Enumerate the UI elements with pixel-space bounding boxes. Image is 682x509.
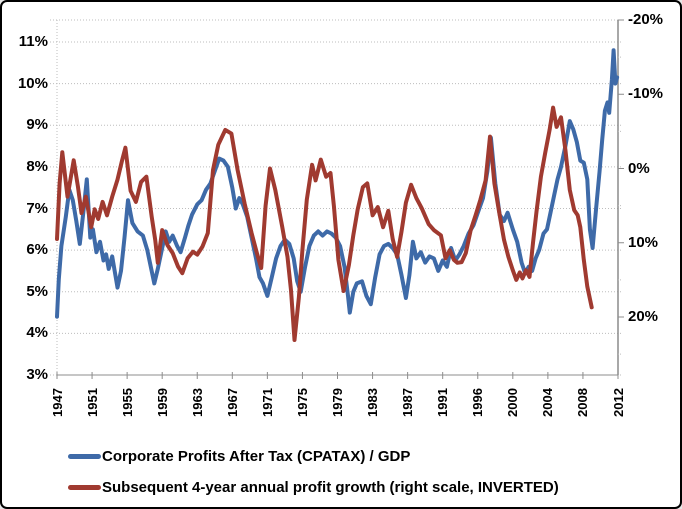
legend-item-cpatax: Corporate Profits After Tax (CPATAX) / G… <box>68 443 559 469</box>
x-axis-label-2004: 2004 <box>540 388 556 417</box>
right-axis-label--20%: -20% <box>628 11 664 28</box>
x-axis-label-1979: 1979 <box>330 388 346 417</box>
legend-label-growth: Subsequent 4-year annual profit growth (… <box>102 478 559 496</box>
x-axis-tick-label: 1951 <box>84 383 100 423</box>
x-axis-tick-label: 2008 <box>575 383 591 423</box>
right-axis-label-10%: 10% <box>628 233 659 251</box>
x-axis-label-1971: 1971 <box>259 388 275 417</box>
growth-line-swatch <box>68 484 101 490</box>
x-axis-tick-label: 1996 <box>470 383 486 423</box>
x-axis-tick-label: 2004 <box>540 383 556 423</box>
x-axis-tick-label: 1947 <box>49 383 65 423</box>
x-axis-tick-label: 1967 <box>224 383 240 423</box>
right-axis-label-20%: 20% <box>628 308 659 325</box>
legend-item-growth: Subsequent 4-year annual profit growth (… <box>68 474 559 500</box>
x-axis-tick-label: 2012 <box>610 383 626 423</box>
left-axis-label-5%: 5% <box>26 282 48 300</box>
x-axis-tick-label: 1975 <box>294 383 310 423</box>
x-axis-tick-label: 1955 <box>119 383 135 423</box>
x-axis-label-1975: 1975 <box>294 388 310 417</box>
x-axis-label-1967: 1967 <box>224 388 240 417</box>
left-axis-label-6%: 6% <box>26 241 48 259</box>
cpatax-line-swatch <box>68 453 101 459</box>
x-axis-tick-label: 2000 <box>505 383 521 423</box>
x-axis-label-1991: 1991 <box>435 388 451 417</box>
x-axis-label-1947: 1947 <box>49 388 65 417</box>
x-axis-tick-label: 1991 <box>435 383 451 423</box>
x-axis-label-1987: 1987 <box>400 388 416 417</box>
left-axis-label-7%: 7% <box>26 199 48 217</box>
x-axis-label-2012: 2012 <box>610 388 626 417</box>
x-axis-tick-label: 1971 <box>259 383 275 423</box>
right-axis-label-0%: 0% <box>628 159 650 177</box>
left-axis-label-9%: 9% <box>26 116 48 134</box>
x-axis-label-1963: 1963 <box>189 388 205 417</box>
x-axis-label-2000: 2000 <box>505 388 521 417</box>
x-axis-tick-label: 1963 <box>189 383 205 423</box>
x-axis-label-1983: 1983 <box>365 388 381 417</box>
x-axis-label-1951: 1951 <box>84 388 100 417</box>
x-axis-tick-label: 1959 <box>154 383 170 423</box>
x-axis-tick-label: 1983 <box>365 383 381 423</box>
x-axis-label-2008: 2008 <box>575 388 591 417</box>
left-axis-label-10%: 10% <box>17 74 48 92</box>
legend-label-cpatax: Corporate Profits After Tax (CPATAX) / G… <box>102 447 411 465</box>
chart-legend: Corporate Profits After Tax (CPATAX) / G… <box>68 443 559 505</box>
x-axis-label-1955: 1955 <box>119 388 135 417</box>
left-axis-label-8%: 8% <box>26 157 48 175</box>
left-axis-label-4%: 4% <box>26 324 48 342</box>
right-axis-label--10%: -10% <box>628 85 664 103</box>
profit-growth-line <box>55 105 594 342</box>
x-axis-label-1959: 1959 <box>154 388 170 417</box>
cpatax-gdp-line <box>55 48 620 319</box>
x-axis-label-1996: 1996 <box>470 388 486 417</box>
x-axis-tick-label: 1979 <box>330 383 346 423</box>
x-axis-tick-label: 1987 <box>400 383 416 423</box>
left-axis-label-3%: 3% <box>26 366 48 383</box>
left-axis-label-11%: 11% <box>18 33 48 50</box>
